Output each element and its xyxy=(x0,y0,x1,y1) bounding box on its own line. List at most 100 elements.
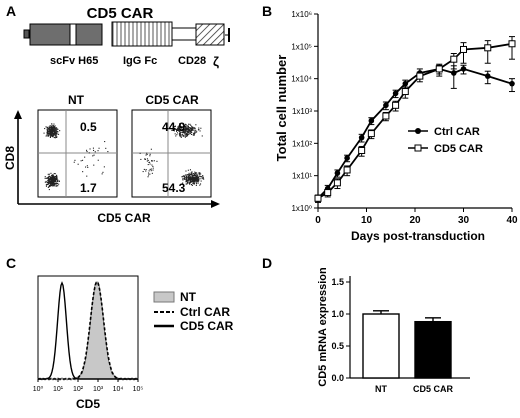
flow-dot xyxy=(48,173,50,175)
flow-dot xyxy=(52,174,54,176)
flow-dot xyxy=(102,171,104,173)
legend-ctrl-label: Ctrl CAR xyxy=(434,126,480,138)
flow-dot xyxy=(46,184,48,186)
flow-dot xyxy=(187,132,189,134)
flow-dot xyxy=(201,178,203,180)
flow-dot xyxy=(54,132,56,134)
flow-dot xyxy=(53,179,55,181)
mrna-y-tick-label: 0.0 xyxy=(331,373,344,383)
flow-dot xyxy=(186,133,188,135)
point-cd5-car xyxy=(508,40,516,48)
flow-dot xyxy=(148,170,150,172)
construct-label-iggfc: IgG Fc xyxy=(123,55,157,67)
flow-dot xyxy=(183,126,185,128)
flow-dot xyxy=(58,133,60,135)
flow-dot xyxy=(189,132,191,134)
flow-dot xyxy=(182,179,184,181)
flow-dot xyxy=(177,127,179,129)
flow-dot xyxy=(49,133,51,135)
flow-dot xyxy=(198,172,200,174)
flow-dot xyxy=(47,177,49,179)
flow-dot xyxy=(53,125,55,127)
flow-dot xyxy=(55,178,57,180)
flow-dot xyxy=(47,173,49,175)
flow-dot xyxy=(187,132,189,134)
flow-dot xyxy=(195,178,197,180)
point-cd5-car xyxy=(333,179,341,187)
flow-dot xyxy=(198,176,200,178)
flow-dot xyxy=(195,177,197,179)
point-cd5-car xyxy=(367,130,375,138)
flow-dot xyxy=(55,127,57,129)
growth-y-tick-label: 1x10⁵ xyxy=(291,42,312,51)
histogram-x-tick-label: 10⁴ xyxy=(113,386,124,393)
flow-dot xyxy=(200,176,202,178)
flow-dot xyxy=(145,170,147,172)
flow-dot xyxy=(193,132,195,134)
flow-dot xyxy=(53,180,55,182)
flow-dot xyxy=(185,175,187,177)
construct-vl-block xyxy=(75,23,103,46)
flow-dot xyxy=(150,148,152,150)
flow-dot xyxy=(156,160,158,162)
point-ctrl-car xyxy=(358,134,365,141)
series-ctrl-car-line xyxy=(317,67,513,199)
growth-y-tick-label: 1x10³ xyxy=(292,107,312,116)
flow-dot xyxy=(184,126,186,128)
flow-dot xyxy=(185,174,187,176)
flow-dot xyxy=(182,127,184,129)
flow-dot xyxy=(48,181,50,183)
flow-dot xyxy=(185,126,187,128)
flow-dot xyxy=(187,127,189,129)
flow-dot xyxy=(97,150,99,152)
flow-dot xyxy=(188,175,190,177)
flow-dot xyxy=(186,180,188,182)
flow-cd5car-lower-right: 54.3 xyxy=(162,181,186,195)
flow-dot xyxy=(74,159,76,161)
growth-x-label: Days post-transduction xyxy=(351,229,485,243)
flow-dot xyxy=(201,135,203,137)
flow-cd5car-upper-right: 44.9 xyxy=(162,120,186,134)
flow-dot xyxy=(188,131,190,133)
flow-dot xyxy=(48,133,50,135)
flow-dot xyxy=(194,182,196,184)
flow-dot xyxy=(144,158,146,160)
flow-dot xyxy=(58,183,60,185)
flow-dot xyxy=(176,134,178,136)
point-cd5-car xyxy=(435,65,443,73)
flow-dot xyxy=(147,159,149,161)
flow-dot xyxy=(44,176,46,178)
flow-dot xyxy=(193,174,195,176)
flow-dot xyxy=(186,176,188,178)
flow-dot xyxy=(188,128,190,130)
flow-dot xyxy=(200,183,202,185)
flow-dot xyxy=(189,123,191,125)
cd5-histogram: 10⁰ 10¹ 10² 10³ 10⁴ 10⁵ xyxy=(33,275,143,393)
flow-dot xyxy=(198,179,200,181)
flow-dot xyxy=(182,135,184,137)
point-cd5-car xyxy=(314,194,322,202)
flow-dot xyxy=(50,133,52,135)
flow-dot xyxy=(173,129,175,131)
flow-dot xyxy=(56,185,58,187)
flow-dot xyxy=(146,160,148,162)
flow-dot xyxy=(52,134,54,136)
flow-dot xyxy=(191,172,193,174)
flow-dot xyxy=(173,129,175,131)
flow-dot xyxy=(55,177,57,179)
flow-dot xyxy=(190,181,192,183)
growth-y-tick-label: 1x10⁴ xyxy=(291,75,312,84)
flow-dot xyxy=(192,183,194,185)
flow-dot xyxy=(152,160,154,162)
flow-dot xyxy=(188,176,190,178)
flow-dot xyxy=(190,176,192,178)
flow-dot xyxy=(176,132,178,134)
flow-dot xyxy=(49,128,51,130)
flow-dot xyxy=(196,182,198,184)
flow-dot xyxy=(192,128,194,130)
flow-dot xyxy=(182,124,184,126)
flow-dot xyxy=(146,158,148,160)
flow-dot xyxy=(179,123,181,125)
construct-label-cd28: CD28 xyxy=(178,55,206,67)
flow-dot xyxy=(45,135,47,137)
